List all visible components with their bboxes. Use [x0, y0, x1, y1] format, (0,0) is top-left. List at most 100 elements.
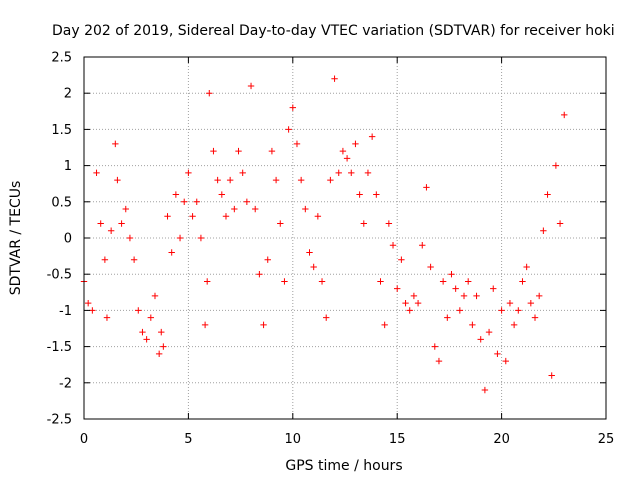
data-point — [414, 299, 422, 307]
data-point — [231, 205, 238, 213]
data-point — [314, 213, 322, 220]
data-point — [281, 278, 288, 285]
data-point — [118, 220, 125, 227]
data-point — [494, 350, 501, 358]
x-tick-label: 20 — [493, 432, 510, 447]
y-tick-label: 1 — [64, 159, 72, 174]
data-point — [523, 263, 530, 271]
x-axis-label: GPS time / hours — [285, 458, 402, 474]
data-point — [435, 357, 443, 365]
data-point — [398, 256, 405, 263]
data-point — [139, 328, 146, 336]
x-tick-label: 10 — [285, 432, 302, 447]
data-point — [318, 278, 326, 285]
data-point — [239, 169, 246, 177]
data-point — [260, 321, 267, 329]
data-point — [181, 198, 188, 205]
data-point — [348, 169, 355, 177]
data-point — [201, 321, 209, 329]
data-point — [498, 307, 505, 314]
data-point — [464, 278, 472, 285]
data-point — [385, 220, 393, 227]
data-point — [101, 256, 109, 263]
x-tick-label: 5 — [184, 432, 192, 447]
data-point — [206, 90, 213, 97]
data-point — [126, 234, 134, 242]
data-point — [285, 126, 292, 133]
data-point — [364, 169, 372, 177]
data-point — [151, 292, 159, 300]
data-point — [203, 278, 211, 285]
data-point — [306, 249, 313, 256]
data-point — [394, 285, 401, 292]
data-point — [256, 271, 263, 278]
data-point — [439, 278, 447, 285]
data-point — [243, 198, 251, 205]
data-point — [373, 191, 380, 198]
data-point — [264, 256, 271, 263]
data-point — [323, 314, 330, 321]
data-point — [114, 176, 121, 184]
data-point — [289, 104, 296, 111]
y-tick-label: -0.5 — [47, 268, 72, 283]
y-tick-label: 2.5 — [51, 51, 72, 66]
data-point — [107, 227, 115, 234]
data-point — [473, 292, 480, 300]
x-axis-ticks: 0 5 10 15 20 25 — [80, 57, 614, 447]
data-point — [519, 278, 526, 285]
data-point — [556, 220, 564, 227]
grid — [84, 57, 606, 419]
y-tick-label: 0 — [64, 232, 72, 247]
y-tick-label: -2.5 — [47, 413, 72, 428]
data-point — [477, 336, 484, 343]
y-tick-label: -2 — [59, 376, 72, 391]
data-point — [210, 147, 217, 155]
data-point — [97, 220, 104, 227]
data-point — [510, 321, 518, 329]
data-point — [327, 176, 334, 184]
data-point — [360, 220, 367, 227]
data-point — [339, 147, 347, 155]
data-point — [193, 198, 200, 205]
data-point — [356, 191, 363, 198]
y-tick-label: -1.5 — [47, 340, 72, 355]
data-point — [490, 285, 497, 292]
data-point — [89, 307, 96, 314]
data-point — [460, 292, 468, 300]
data-point — [297, 176, 305, 184]
data-point — [444, 314, 451, 321]
data-point — [431, 343, 438, 350]
data-point — [402, 299, 409, 307]
data-point — [502, 357, 509, 365]
data-point — [381, 321, 388, 329]
chart-title: Day 202 of 2019, Sidereal Day-to-day VTE… — [52, 23, 615, 39]
data-point — [235, 147, 242, 155]
data-point — [189, 213, 196, 220]
data-point — [485, 328, 493, 336]
data-point — [155, 350, 163, 358]
x-tick-label: 0 — [80, 432, 88, 447]
data-point — [552, 162, 560, 169]
data-point — [122, 205, 129, 213]
data-point — [218, 191, 226, 198]
x-tick-label: 15 — [389, 432, 406, 447]
data-point — [561, 111, 568, 119]
data-point — [172, 191, 180, 198]
data-point — [185, 169, 192, 177]
data-point — [277, 220, 284, 227]
data-point — [160, 343, 167, 350]
data-point — [293, 140, 301, 148]
data-point — [527, 299, 535, 307]
data-point — [469, 321, 476, 329]
data-point — [352, 140, 359, 148]
data-point — [197, 234, 205, 242]
data-point — [310, 263, 317, 271]
data-point — [377, 278, 384, 285]
data-point — [343, 155, 351, 162]
data-point — [214, 176, 221, 184]
data-point — [252, 205, 259, 213]
data-point — [93, 169, 100, 177]
data-point — [448, 271, 455, 278]
data-point — [176, 234, 184, 242]
